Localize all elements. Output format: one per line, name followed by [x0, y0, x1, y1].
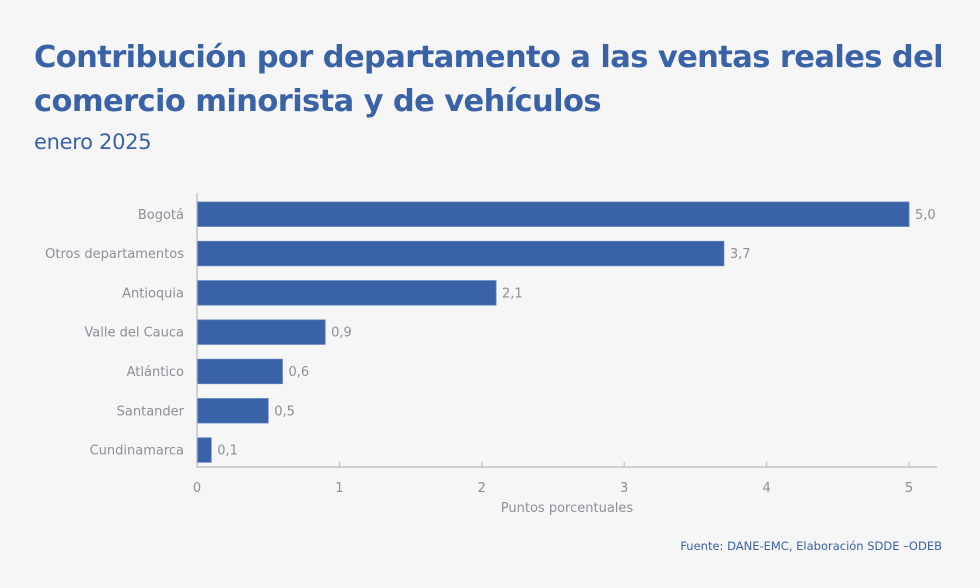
- value-label: 5,0: [915, 208, 936, 223]
- category-label: Santander: [117, 404, 185, 419]
- bar-otros-departamentos: [196, 240, 725, 267]
- bars-layer: [196, 201, 910, 463]
- category-label: Valle del Cauca: [84, 326, 184, 341]
- category-label: Atlántico: [127, 365, 184, 380]
- category-labels: Bogotá Otros departamentos Antioquia Valle …: [45, 208, 185, 459]
- x-tick-label: 5: [905, 481, 913, 496]
- bar-antioquia: [196, 280, 497, 306]
- chart-title: Contribución por departamento a las vent…: [34, 40, 944, 119]
- x-tick-label: 3: [620, 481, 628, 496]
- category-label: Otros departamentos: [45, 247, 184, 262]
- value-label: 2,1: [502, 286, 523, 301]
- value-labels: 5,0 3,7 2,1 0,9 0,6 0,5 0,1: [217, 208, 935, 459]
- bar-atlantico: [196, 358, 283, 385]
- chart-subtitle: enero 2025: [34, 130, 152, 154]
- bar-bogota: [196, 201, 910, 227]
- x-tick-label: 4: [762, 481, 770, 496]
- category-label: Bogotá: [138, 208, 184, 223]
- category-label: Cundinamarca: [90, 444, 184, 459]
- bar-santander: [196, 398, 269, 424]
- x-axis-title: Puntos porcentuales: [501, 501, 634, 516]
- value-label: 3,7: [730, 247, 751, 262]
- value-label: 0,9: [331, 326, 352, 341]
- x-ticks: 0 1 2 3 4 5: [193, 462, 913, 496]
- category-label: Antioquia: [122, 286, 184, 301]
- x-tick-label: 0: [193, 481, 201, 496]
- value-label: 0,6: [288, 365, 309, 380]
- bar-valle-del-cauca: [196, 319, 326, 345]
- value-label: 0,1: [217, 444, 238, 459]
- x-tick-label: 2: [478, 481, 486, 496]
- value-label: 0,5: [274, 404, 295, 419]
- bar-cundinamarca: [196, 437, 212, 463]
- x-tick-label: 1: [335, 481, 343, 496]
- source-note: Fuente: DANE-EMC, Elaboración SDDE –ODEB: [680, 539, 942, 553]
